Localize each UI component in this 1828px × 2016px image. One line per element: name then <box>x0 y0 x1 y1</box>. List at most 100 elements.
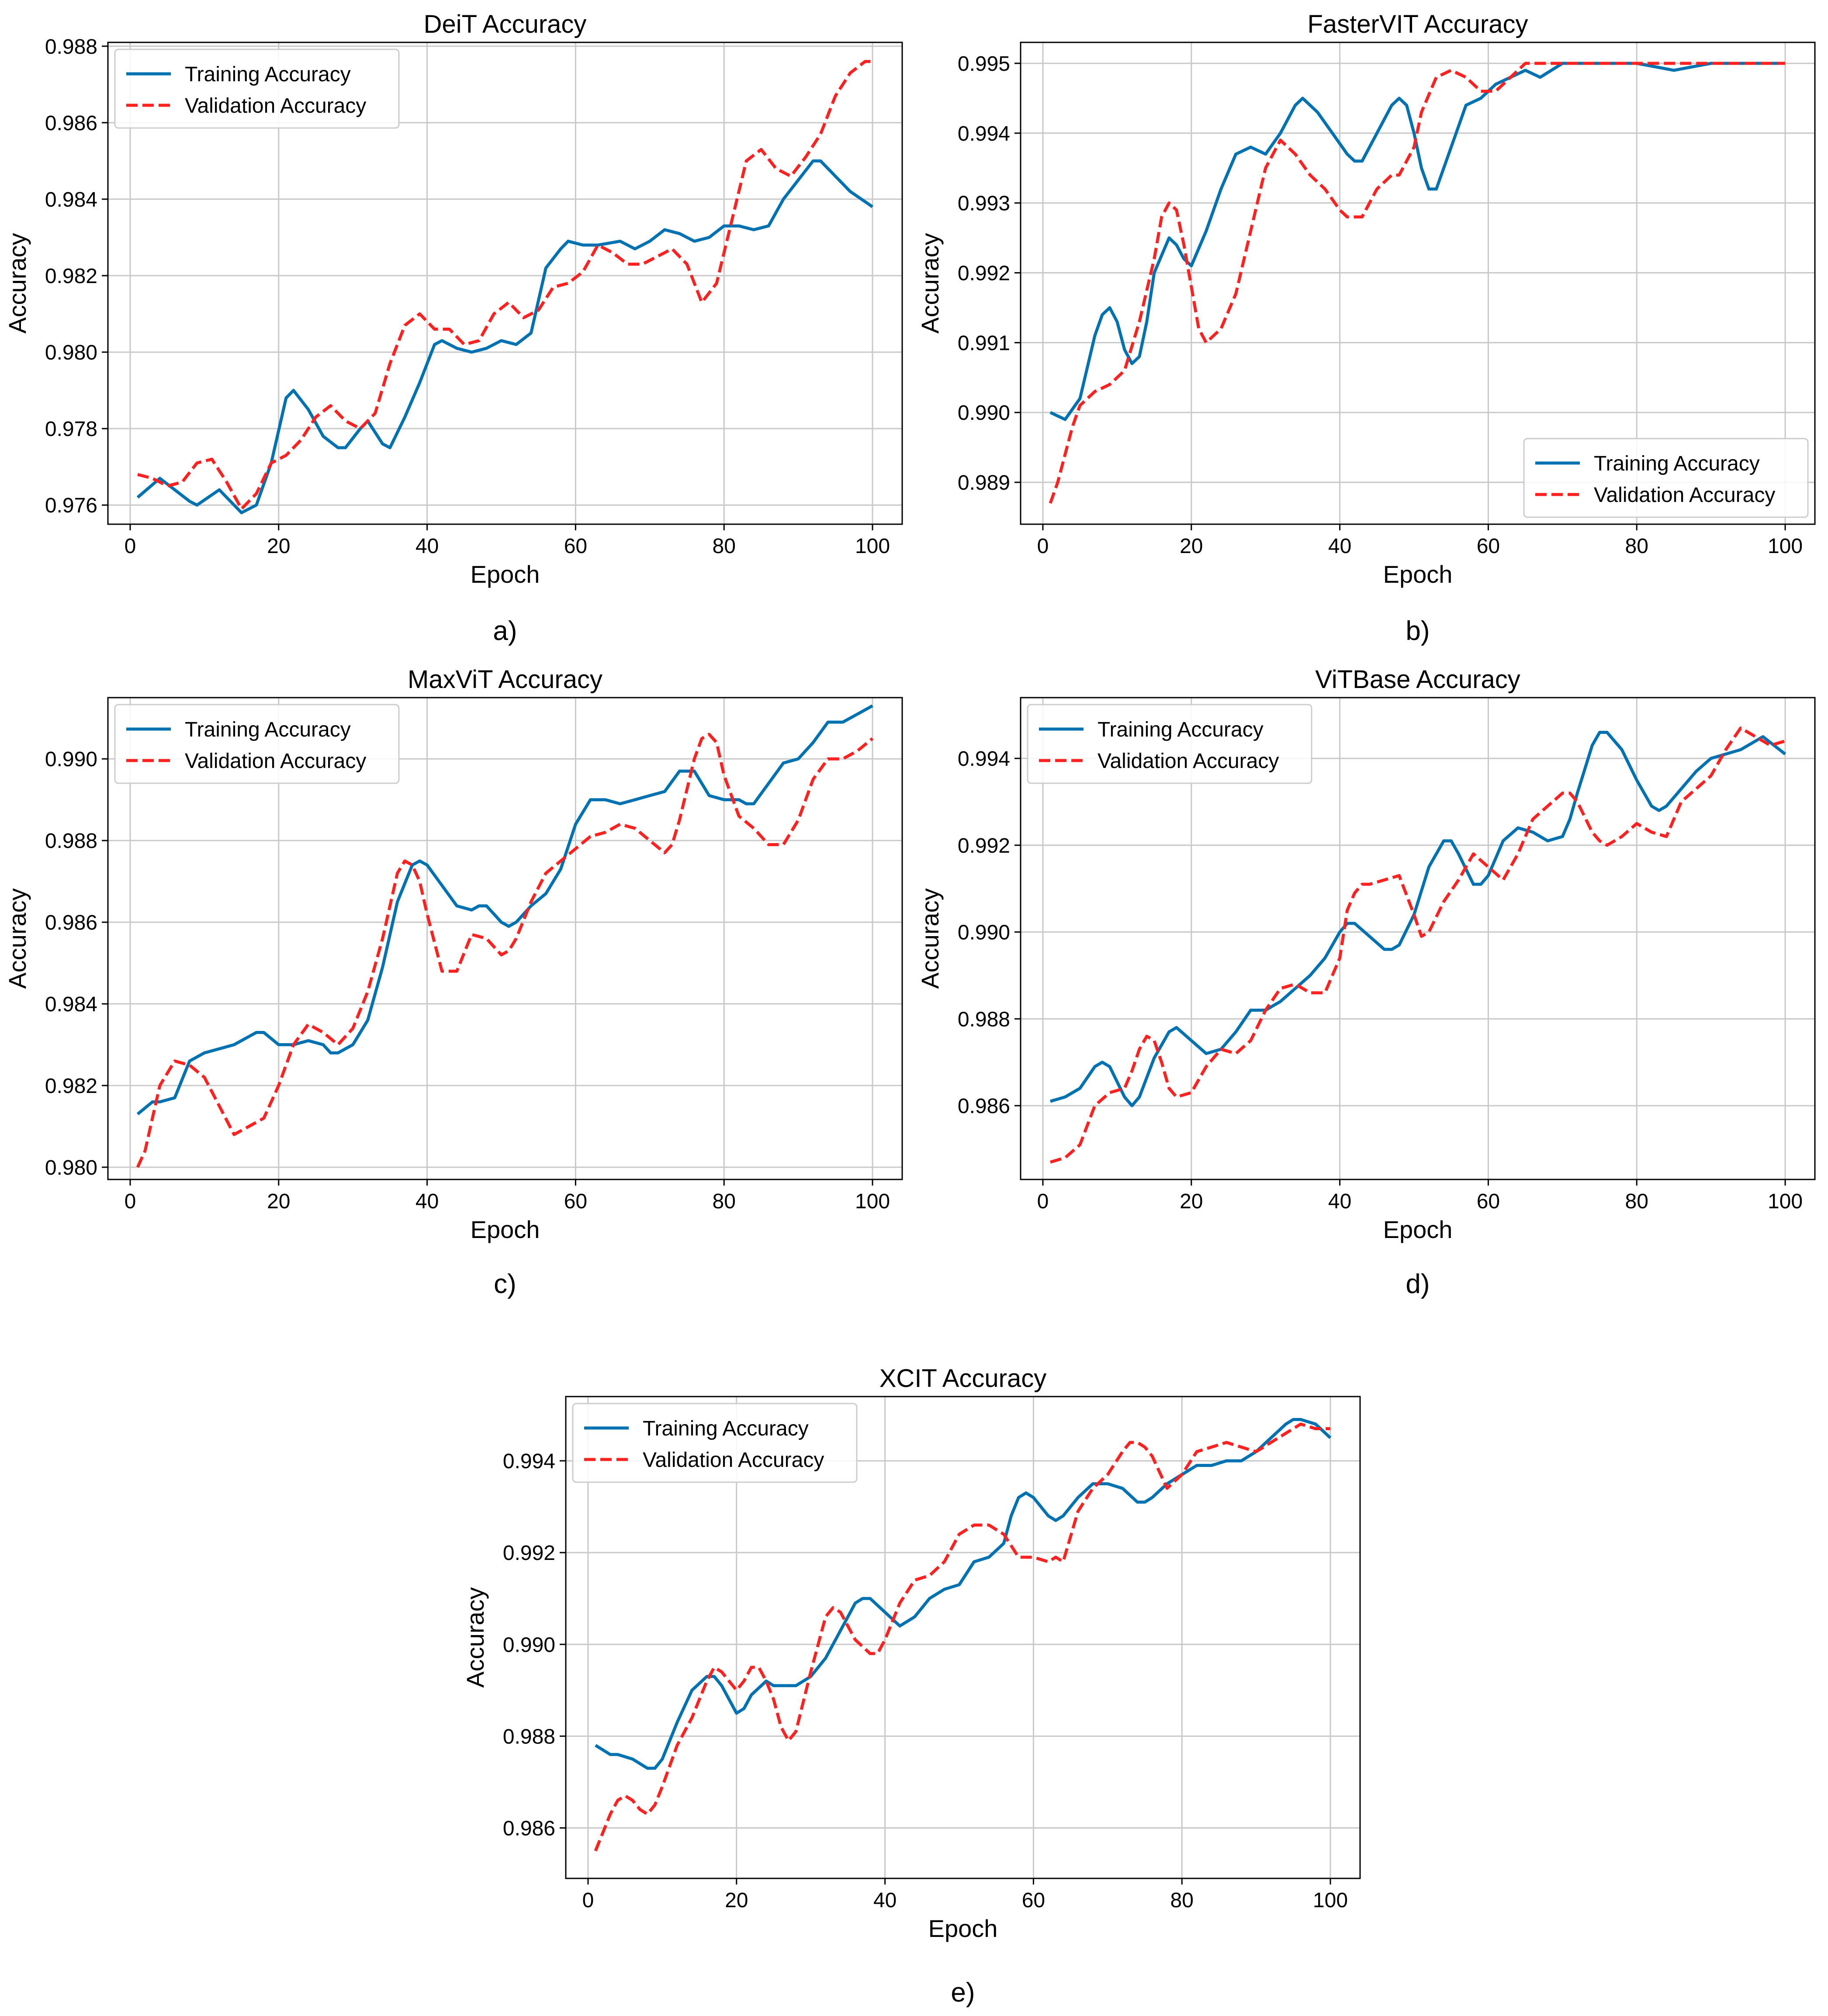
y-tick-label: 0.995 <box>958 52 1010 76</box>
y-tick-label: 0.980 <box>45 1156 97 1179</box>
x-tick-label: 20 <box>267 1190 290 1213</box>
y-tick-label: 0.986 <box>45 112 97 135</box>
y-tick-label: 0.992 <box>958 834 1010 858</box>
y-tick-label: 0.986 <box>45 911 97 934</box>
y-tick-label: 0.988 <box>503 1725 555 1748</box>
y-axis-label: Accuracy <box>916 233 944 333</box>
legend: Training Accuracy Validation Accuracy <box>1027 704 1312 784</box>
chart-panel-b: 0 20 40 60 80 100 0.989 0.990 0.991 0.992 0.993 0.9… <box>916 10 1816 646</box>
x-tick-label: 40 <box>873 1889 897 1912</box>
y-axis-label: Accuracy <box>916 888 944 989</box>
axes-frame <box>565 1396 1361 1879</box>
x-tick-label: 100 <box>855 535 890 558</box>
y-tick-label: 0.984 <box>45 188 97 211</box>
y-tick-label: 0.994 <box>503 1450 555 1473</box>
y-tick-label: 0.992 <box>958 262 1010 285</box>
panel-label: e) <box>951 1978 975 2008</box>
legend-training-label: Training Accuracy <box>1594 452 1760 475</box>
x-tick-label: 0 <box>582 1889 594 1912</box>
x-tick-label: 20 <box>267 535 290 558</box>
x-tick-label: 0 <box>125 535 136 558</box>
training-accuracy-line <box>136 159 873 515</box>
y-tick-label: 0.988 <box>45 35 97 59</box>
legend-box <box>114 48 400 129</box>
x-tick-label: 80 <box>1170 1889 1194 1912</box>
validation-accuracy-line <box>1049 62 1785 504</box>
x-tick-label: 0 <box>1037 535 1049 558</box>
y-tick-label: 0.989 <box>958 471 1010 494</box>
legend-validation-label: Validation Accuracy <box>1097 750 1279 773</box>
legend-box <box>114 704 400 784</box>
validation-accuracy-line <box>136 733 874 1168</box>
x-tick-label: 20 <box>1180 1190 1203 1213</box>
x-tick-label: 60 <box>1477 535 1500 558</box>
training-accuracy-line <box>595 1418 1332 1770</box>
legend: Training Accuracy Validation Accuracy <box>114 48 400 129</box>
x-tick-label: 0 <box>125 1190 136 1213</box>
x-tick-label: 80 <box>1625 1190 1648 1213</box>
legend-validation-label: Validation Accuracy <box>1594 484 1775 507</box>
x-tick-label: 100 <box>1313 1889 1348 1912</box>
legend-training-label: Training Accuracy <box>185 718 351 741</box>
x-axis-label: Epoch <box>471 1216 540 1243</box>
legend-box <box>572 1403 858 1483</box>
legend-box <box>1027 704 1312 784</box>
chart-panel-c: 0 20 40 60 80 100 0.980 0.982 0.984 0.986 0.988 0.9… <box>3 665 903 1299</box>
x-tick-label: 80 <box>713 535 736 558</box>
training-accuracy-line <box>1050 731 1786 1107</box>
x-axis-label: Epoch <box>1383 1216 1453 1243</box>
x-tick-label: 40 <box>415 1190 439 1213</box>
chart-title: ViTBase Accuracy <box>1315 665 1520 694</box>
training-accuracy-line <box>1049 62 1785 421</box>
y-tick-label: 0.984 <box>45 993 97 1016</box>
x-tick-label: 80 <box>1625 535 1648 558</box>
panel-label: a) <box>493 616 517 646</box>
legend-validation-label: Validation Accuracy <box>185 750 366 773</box>
x-tick-label: 100 <box>1768 1190 1803 1213</box>
y-axis-label: Accuracy <box>3 888 31 989</box>
x-tick-label: 40 <box>1328 535 1351 558</box>
panel-label: d) <box>1406 1269 1430 1299</box>
legend: Training Accuracy Validation Accuracy <box>114 704 400 784</box>
y-tick-label: 0.991 <box>958 332 1010 355</box>
y-tick-label: 0.990 <box>503 1633 555 1656</box>
x-tick-label: 40 <box>1328 1190 1351 1213</box>
panel-label: c) <box>494 1269 516 1299</box>
x-tick-label: 20 <box>725 1889 748 1912</box>
y-tick-label: 0.982 <box>45 265 97 288</box>
axes-frame <box>1020 697 1816 1180</box>
y-tick-label: 0.990 <box>958 921 1010 944</box>
y-tick-label: 0.994 <box>958 122 1010 145</box>
y-tick-label: 0.978 <box>45 418 97 441</box>
x-tick-label: 80 <box>713 1190 736 1213</box>
chart-panel-d: 0 20 40 60 80 100 0.986 0.988 0.990 0.992 0.994 ViT… <box>916 665 1816 1299</box>
y-tick-label: 0.990 <box>958 401 1010 425</box>
chart-title: XCIT Accuracy <box>879 1364 1047 1393</box>
training-accuracy-line <box>136 704 873 1116</box>
x-tick-label: 0 <box>1037 1190 1049 1213</box>
validation-accuracy-line <box>594 1422 1330 1852</box>
x-axis-label: Epoch <box>928 1915 998 1942</box>
y-tick-label: 0.992 <box>503 1542 555 1565</box>
x-tick-label: 60 <box>1477 1190 1500 1213</box>
y-tick-label: 0.982 <box>45 1075 97 1098</box>
legend: Training Accuracy Validation Accuracy <box>1523 438 1809 518</box>
y-axis-label: Accuracy <box>3 233 31 333</box>
axes-frame <box>107 697 903 1180</box>
x-tick-label: 20 <box>1180 535 1203 558</box>
chart-panel-a: 0 20 40 60 80 100 0.976 0.978 0.980 0.982 0.984 0.9… <box>3 10 903 646</box>
legend-training-label: Training Accuracy <box>1097 718 1264 741</box>
x-tick-label: 60 <box>1022 1889 1045 1912</box>
y-tick-label: 0.994 <box>958 747 1010 771</box>
y-tick-label: 0.993 <box>958 192 1010 215</box>
x-tick-label: 100 <box>855 1190 890 1213</box>
x-tick-label: 100 <box>1768 535 1803 558</box>
x-axis-label: Epoch <box>471 560 540 588</box>
y-tick-label: 0.988 <box>45 830 97 853</box>
legend-box <box>1523 438 1809 518</box>
y-tick-label: 0.976 <box>45 494 97 517</box>
legend: Training Accuracy Validation Accuracy <box>572 1403 858 1483</box>
axes-frame <box>107 41 903 525</box>
chart-title: MaxViT Accuracy <box>408 665 602 694</box>
